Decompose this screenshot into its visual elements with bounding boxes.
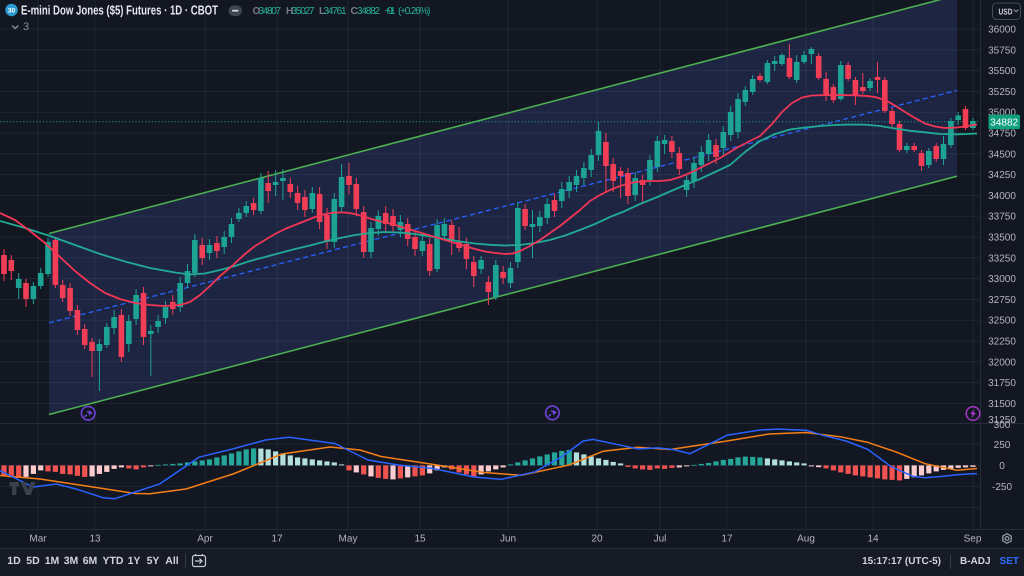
svg-text:+91: +91 [385,6,396,17]
svg-text:E-mini Dow Jones ($5) Futures: E-mini Dow Jones ($5) Futures · 1D · CBO… [21,3,218,18]
svg-text:35500: 35500 [988,66,1016,77]
svg-text:May: May [339,534,358,545]
svg-text:14: 14 [867,534,879,545]
svg-text:35750: 35750 [988,45,1016,56]
svg-text:33250: 33250 [988,253,1016,264]
svg-text:30: 30 [8,8,16,15]
svg-text:250: 250 [994,440,1011,451]
svg-text:O: O [253,6,261,17]
svg-text:L: L [319,6,325,17]
svg-text:34761: 34761 [324,6,347,17]
svg-text:15: 15 [414,534,426,545]
svg-text:Jul: Jul [654,534,667,545]
svg-text:(+0.26%): (+0.26%) [398,6,431,17]
svg-text:34000: 34000 [988,191,1016,202]
svg-text:34807: 34807 [259,6,282,17]
svg-text:USD: USD [999,7,1013,17]
svg-text:Jun: Jun [500,534,516,545]
svg-text:17: 17 [721,534,733,545]
svg-text:34750: 34750 [988,129,1016,140]
svg-text:20: 20 [591,534,603,545]
svg-text:Mar: Mar [29,534,47,545]
svg-text:17: 17 [271,534,283,545]
svg-text:Sep: Sep [964,534,982,545]
svg-text:31250: 31250 [988,415,1016,426]
svg-text:13: 13 [89,534,101,545]
svg-text:34882: 34882 [990,117,1018,128]
svg-text:35250: 35250 [988,87,1016,98]
svg-text:300: 300 [994,420,1011,431]
svg-text:34250: 34250 [988,170,1016,181]
svg-text:C: C [351,6,358,17]
svg-text:H: H [286,6,293,17]
svg-text:3: 3 [23,21,29,33]
svg-text:31500: 31500 [988,399,1016,410]
svg-text:34500: 34500 [988,149,1016,160]
svg-text:32000: 32000 [988,357,1016,368]
svg-text:35027: 35027 [292,6,315,17]
svg-text:Aug: Aug [797,534,815,545]
svg-text:33000: 33000 [988,274,1016,285]
svg-text:36000: 36000 [988,25,1016,36]
svg-text:31750: 31750 [988,378,1016,389]
svg-text:35000: 35000 [988,108,1016,119]
svg-text:32250: 32250 [988,337,1016,348]
svg-text:-250: -250 [992,482,1012,493]
svg-text:Apr: Apr [197,534,213,545]
svg-text:32750: 32750 [988,295,1016,306]
svg-text:33500: 33500 [988,233,1016,244]
svg-text:0: 0 [999,461,1005,472]
svg-text:34882: 34882 [357,6,380,17]
svg-text:33750: 33750 [988,212,1016,223]
svg-text:32500: 32500 [988,316,1016,327]
